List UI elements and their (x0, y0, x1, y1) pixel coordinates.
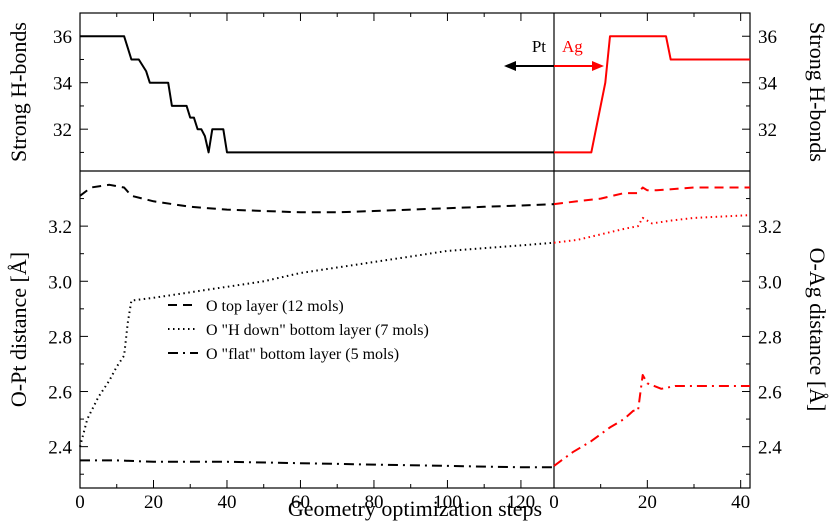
legend-label-dashed: O top layer (12 mols) (206, 298, 344, 315)
ag-xtick-label: 40 (731, 492, 750, 513)
legend-label-dashdot: O "flat" bottom layer (5 mols) (206, 346, 399, 363)
data-series (79, 35, 751, 469)
top-ytick-label-left: 36 (53, 27, 72, 48)
bottom-pt-line-dashdot (80, 459, 554, 469)
bottom-ytick-label-right: 2.4 (758, 438, 782, 459)
legend: O top layer (12 mols) O "H down" bottom l… (168, 298, 429, 363)
bottom-ytick-label-right: 3.0 (758, 272, 782, 293)
pt-xtick-label: 100 (433, 492, 462, 513)
pt-xtick-label: 60 (291, 492, 310, 513)
bottom-ag-line-dashdot (553, 374, 750, 467)
pt-xtick-label: 0 (75, 492, 85, 513)
axis-titles: Strong H-bonds Strong H-bonds O-Pt distanc… (6, 22, 830, 521)
top-ytick-label-left: 34 (53, 74, 73, 95)
bottom-ytick-label-right: 2.6 (758, 383, 782, 404)
bottom-ytick-label-left: 3.2 (48, 217, 72, 238)
bottom-ylabel-left: O-Pt distance [Å] (6, 252, 31, 407)
tick-marks (79, 12, 750, 488)
top-ylabel-right: Strong H-bonds (805, 22, 830, 162)
direction-arrows: Pt Ag (504, 37, 604, 71)
bottom-ytick-label-right: 3.2 (758, 217, 782, 238)
pt-xtick-label: 80 (364, 492, 383, 513)
top-ytick-label-right: 36 (758, 27, 777, 48)
top-ylabel-left: Strong H-bonds (6, 22, 31, 162)
pt-xtick-label: 20 (144, 492, 163, 513)
pt-xtick-label: 40 (217, 492, 236, 513)
bottom-ylabel-right: O-Ag distance [Å] (805, 248, 830, 412)
pt-xtick-label: 120 (507, 492, 536, 513)
top-ytick-label-right: 32 (758, 120, 777, 141)
x-axis-title: Geometry optimization steps (288, 496, 542, 521)
bottom-ytick-label-left: 2.8 (48, 327, 72, 348)
top-pt-hbond-line (80, 35, 554, 154)
pt-arrow-label: Pt (532, 37, 546, 56)
bottom-pt-line-dotted (79, 241, 555, 447)
ag-arrow-label: Ag (562, 37, 583, 56)
bottom-ytick-label-left: 2.4 (48, 438, 72, 459)
pt-arrow-head (504, 61, 516, 71)
plot-frames (79, 12, 751, 489)
ag-arrow-head (592, 61, 604, 71)
bottom-ag-line-dotted (553, 214, 751, 244)
bottom-pt-line-dashed (79, 183, 555, 214)
bottom-ag-line-dashed (553, 186, 750, 206)
ag-xtick-label: 20 (638, 492, 657, 513)
top-ytick-label-right: 34 (758, 74, 778, 95)
top-ag-hbond-line (554, 35, 750, 154)
bottom-ytick-label-left: 2.6 (48, 383, 72, 404)
legend-label-dotted: O "H down" bottom layer (7 mols) (206, 322, 429, 339)
bottom-ytick-label-right: 2.8 (758, 327, 782, 348)
tick-labels: 32 32 34 34 36 36 2.4 2.4 2.6 2.6 2.8 2.8 3.0 3.0 3.2 3… (48, 27, 782, 513)
outer-frame (79, 12, 751, 489)
ag-xtick-label: 0 (549, 492, 559, 513)
top-ytick-label-left: 32 (53, 120, 72, 141)
bottom-ytick-label-left: 3.0 (48, 272, 72, 293)
